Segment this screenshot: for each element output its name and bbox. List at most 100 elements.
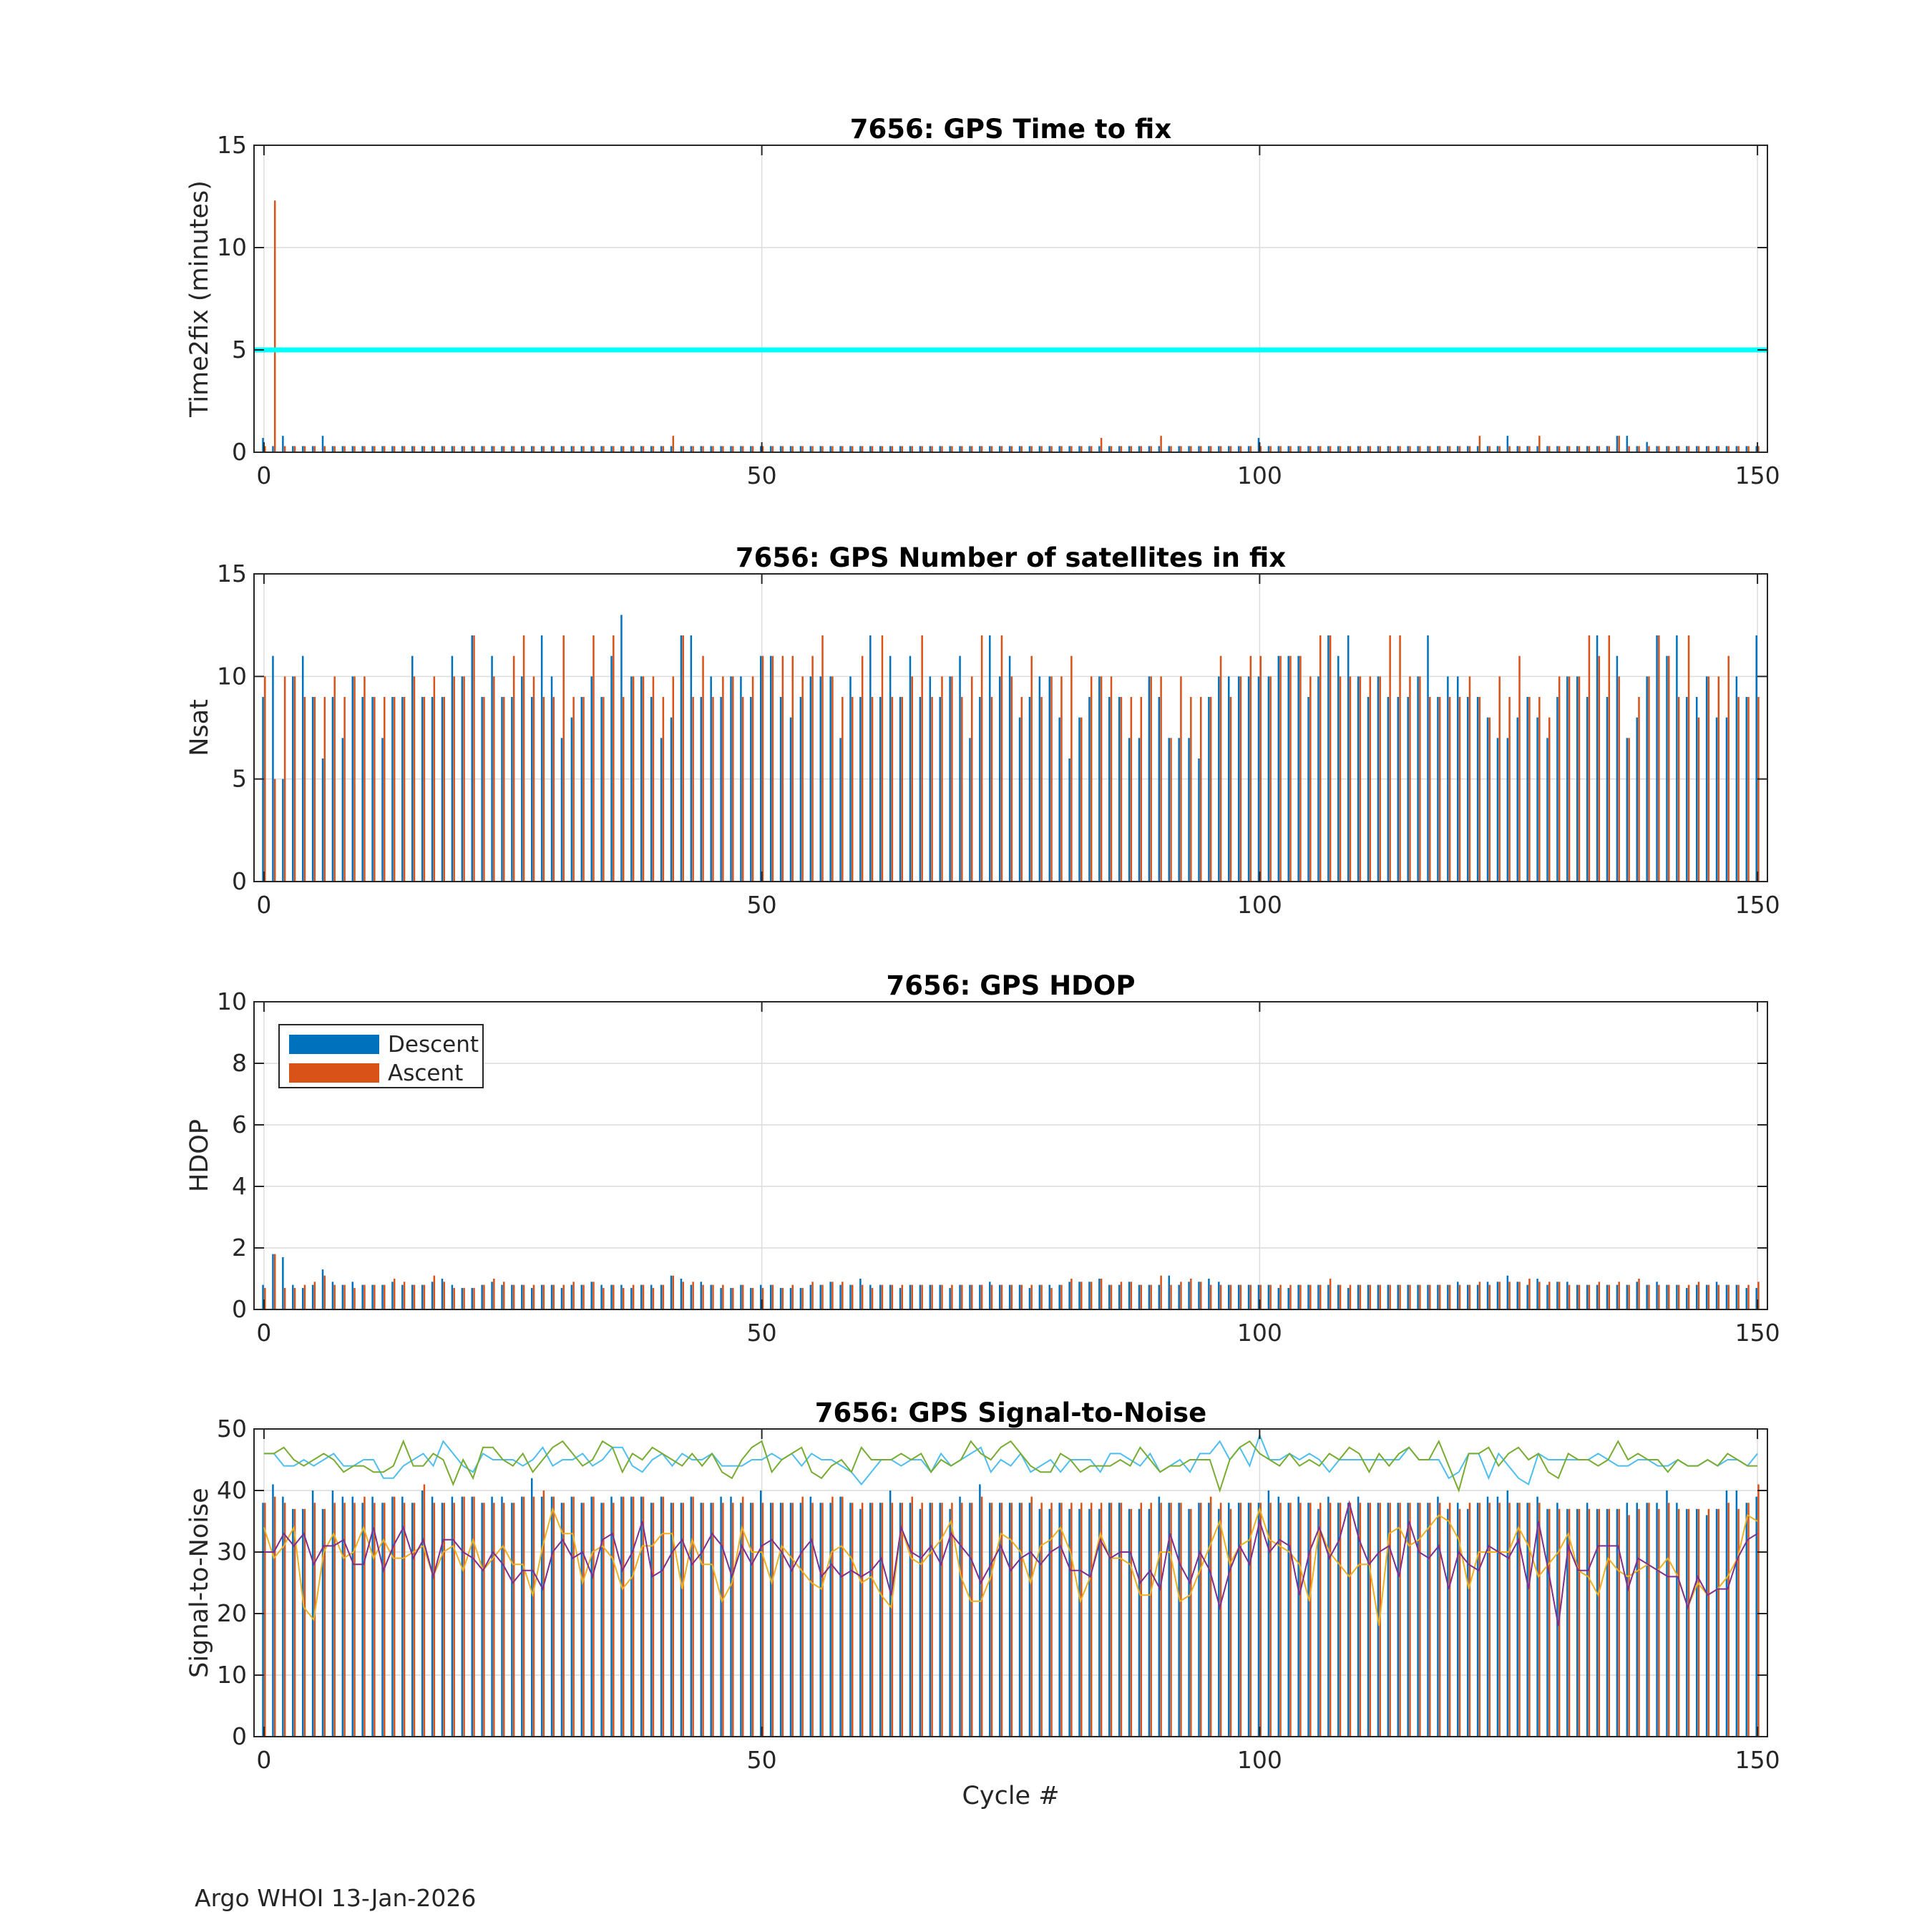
snr-ascent-bar — [1737, 1508, 1740, 1737]
time2fix-descent-bar — [899, 446, 902, 452]
nsat-descent-bar — [411, 655, 414, 882]
snr-ascent-bar — [1170, 1503, 1172, 1737]
snr-descent-bar — [899, 1503, 902, 1737]
time2fix-ascent-bar — [1618, 436, 1620, 452]
nsat-ascent-bar — [891, 697, 894, 882]
time2fix-descent-bar — [1327, 446, 1330, 452]
snr-ascent-bar — [1528, 1503, 1531, 1737]
hdop-descent-bar — [1695, 1284, 1698, 1309]
hdop-descent-bar — [530, 1287, 533, 1309]
snr-ascent-bar — [1667, 1503, 1670, 1737]
hdop-descent-bar — [1227, 1284, 1230, 1309]
time2fix-descent-bar — [1546, 446, 1548, 452]
y-tick-label: 0 — [232, 1295, 247, 1323]
time2fix-ascent-bar — [1050, 446, 1053, 452]
snr-descent-bar — [1257, 1503, 1260, 1737]
nsat-ascent-bar — [652, 676, 655, 882]
time2fix-ascent-bar — [1478, 436, 1481, 452]
nsat-ascent-bar — [1020, 697, 1023, 882]
snr-descent-bar — [1656, 1503, 1658, 1737]
time2fix-ascent-bar — [672, 436, 675, 452]
hdop-ascent-bar — [841, 1282, 844, 1309]
nsat-descent-bar — [401, 697, 404, 882]
nsat-ascent-bar — [1060, 676, 1063, 882]
hdop-descent-bar — [610, 1284, 613, 1309]
snr-descent-bar — [331, 1491, 334, 1737]
x-tick-label: 50 — [747, 1319, 777, 1347]
hdop-ascent-bar — [443, 1282, 446, 1309]
nsat-ascent-bar — [1329, 635, 1332, 882]
snr-ascent-bar — [1200, 1503, 1202, 1737]
nsat-ascent-bar — [1419, 676, 1421, 882]
hdop-ascent-bar — [1369, 1284, 1372, 1309]
x-tick-label: 50 — [747, 462, 777, 489]
hdop-ascent-bar — [364, 1284, 366, 1309]
nsat-descent-bar — [1188, 738, 1190, 882]
hdop-ascent-bar — [1558, 1282, 1561, 1309]
snr-descent-bar — [809, 1496, 812, 1737]
nsat-descent-bar — [521, 676, 523, 882]
time2fix-descent-bar — [1556, 446, 1558, 452]
time2fix-ascent-bar — [1379, 446, 1381, 452]
hdop-ascent-bar — [901, 1284, 904, 1309]
time2fix-ascent-bar — [483, 446, 485, 452]
snr-descent-bar — [1327, 1496, 1330, 1737]
nsat-descent-bar — [292, 676, 294, 882]
hdop-ascent-bar — [970, 1284, 973, 1309]
snr-descent-bar — [730, 1496, 732, 1737]
nsat-ascent-bar — [433, 676, 436, 882]
nsat-descent-bar — [1068, 758, 1070, 882]
nsat-ascent-bar — [811, 655, 814, 882]
snr-descent-bar — [1417, 1503, 1419, 1737]
snr-descent-bar — [1666, 1491, 1668, 1737]
hdop-ascent-bar — [682, 1282, 684, 1309]
time2fix-ascent-bar — [1140, 446, 1143, 452]
hdop-descent-bar — [1387, 1284, 1390, 1309]
nsat-descent-bar — [690, 635, 693, 882]
time2fix-ascent-bar — [1697, 446, 1700, 452]
time2fix-descent-bar — [1367, 446, 1370, 452]
time2fix-ascent-bar — [1707, 446, 1710, 452]
nsat-ascent-bar — [303, 697, 306, 882]
nsat-descent-bar — [1198, 758, 1200, 882]
hdop-ascent-bar — [941, 1284, 943, 1309]
nsat-ascent-bar — [1468, 676, 1471, 882]
hdop-descent-bar — [979, 1284, 981, 1309]
snr-descent-bar — [1387, 1503, 1390, 1737]
time2fix-ascent-bar — [1628, 446, 1630, 452]
snr-descent-bar — [819, 1503, 821, 1737]
hdop-ascent-bar — [1667, 1284, 1670, 1309]
nsat-descent-bar — [1178, 738, 1180, 882]
snr-descent-bar — [869, 1503, 872, 1737]
snr-ascent-bar — [1648, 1503, 1650, 1737]
time2fix-descent-bar — [829, 446, 831, 452]
snr-ascent-bar — [961, 1503, 963, 1737]
hdop-descent-bar — [700, 1282, 703, 1309]
nsat-descent-bar — [1745, 697, 1748, 882]
nsat-descent-bar — [1576, 676, 1579, 882]
time2fix-ascent-bar — [861, 446, 864, 452]
hdop-descent-bar — [839, 1284, 841, 1309]
nsat-descent-bar — [1566, 676, 1568, 882]
nsat-ascent-bar — [682, 635, 684, 882]
hdop-ascent-bar — [1488, 1284, 1491, 1309]
nsat-descent-bar — [1058, 717, 1060, 882]
hdop-descent-bar — [550, 1284, 553, 1309]
time2fix-ascent-bar — [961, 446, 963, 452]
nsat-ascent-bar — [1050, 676, 1053, 882]
nsat-descent-bar — [560, 738, 563, 882]
hdop-ascent-bar — [374, 1284, 376, 1309]
y-tick-label: 15 — [217, 560, 247, 587]
time2fix-descent-bar — [491, 446, 493, 452]
time2fix-descent-bar — [560, 446, 563, 452]
nsat-ascent-bar — [1687, 635, 1690, 882]
nsat-descent-bar — [1715, 717, 1718, 882]
nsat-ascent-bar — [1279, 655, 1282, 882]
snr-ascent-bar — [433, 1503, 436, 1737]
time2fix-ascent-bar — [393, 446, 396, 452]
time2fix-descent-bar — [282, 436, 284, 452]
time2fix-ascent-bar — [493, 446, 495, 452]
hdop-ascent-bar — [1518, 1282, 1521, 1309]
snr-ascent-bar — [1548, 1508, 1551, 1737]
snr-ascent-bar — [1687, 1508, 1690, 1737]
